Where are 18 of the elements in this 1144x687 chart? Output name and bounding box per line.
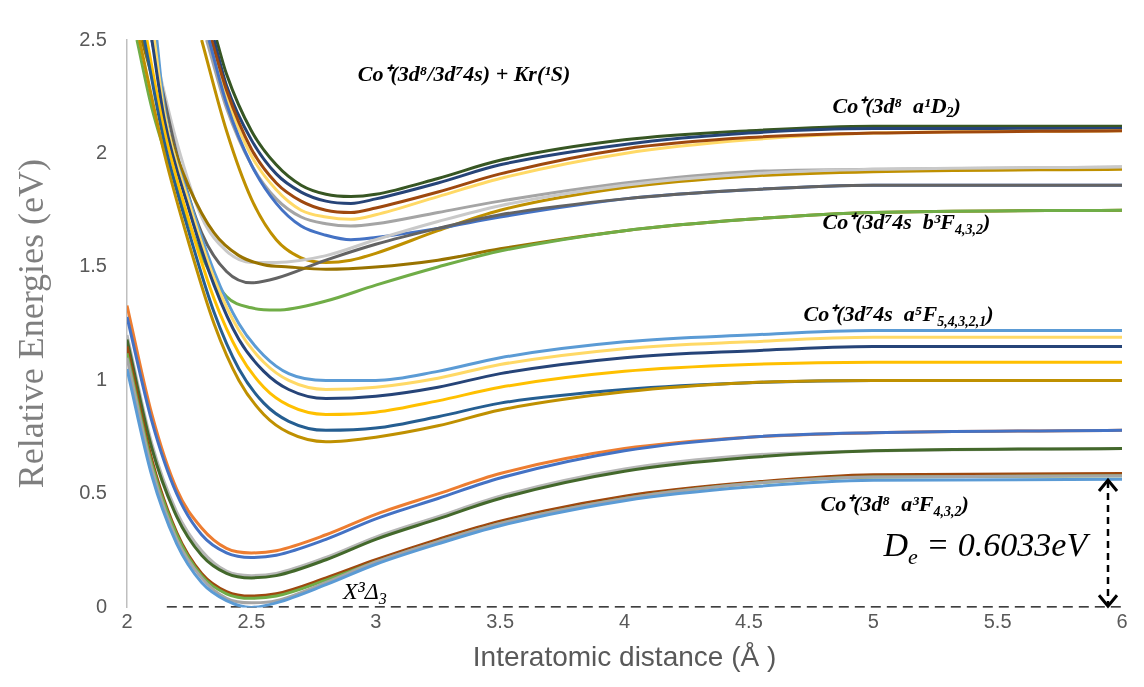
- x-tick-label: 3: [370, 609, 382, 632]
- x-tick-label: 5: [867, 609, 879, 632]
- x-tick-label: 5.5: [983, 609, 1012, 632]
- y-tick-label: 0: [95, 594, 107, 617]
- annotation: Co⁺(3d⁸/3d⁷4s) + Kr(¹S): [357, 60, 571, 86]
- y-tick-label: 1: [95, 367, 107, 390]
- y-tick-label: 2: [95, 141, 107, 163]
- y-tick-label: 2.5: [79, 27, 107, 50]
- y-axis-title: Relative Energies (eV): [11, 159, 52, 489]
- y-tick-label: 1.5: [79, 254, 107, 277]
- x-tick-label: 2: [121, 609, 133, 632]
- x-tick-label: 3.5: [486, 609, 515, 632]
- x-tick-label: 6: [1116, 609, 1128, 632]
- y-tick-label: 0.5: [79, 481, 107, 504]
- x-tick-label: 2.5: [237, 609, 266, 632]
- x-tick-label: 4: [618, 609, 631, 632]
- x-tick-label: 4.5: [734, 609, 763, 632]
- x-axis-title: Interatomic distance (Å ): [472, 640, 777, 672]
